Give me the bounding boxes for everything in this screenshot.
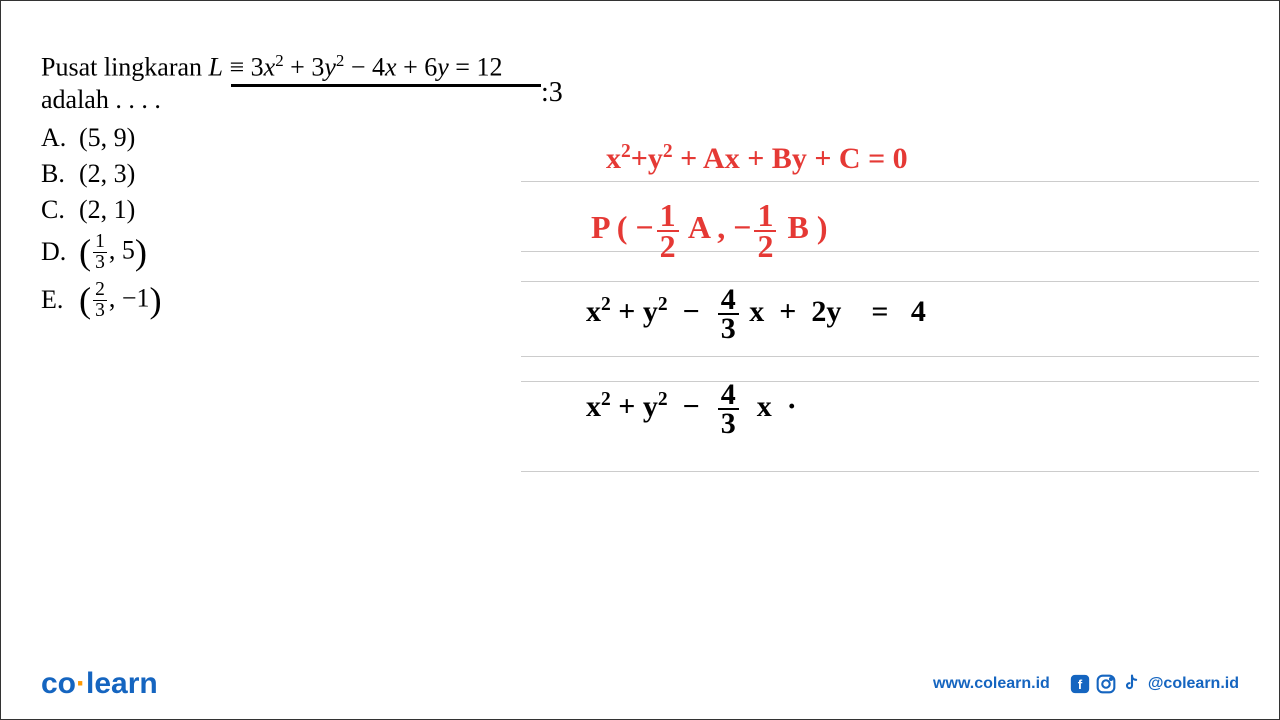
option-text: (23, −1)	[79, 279, 162, 321]
option-letter: E.	[41, 285, 79, 315]
logo: co·learn	[41, 667, 158, 701]
option-letter: B.	[41, 159, 79, 189]
handwriting-step-1: x2 + y2 − 43 x + 2y = 4	[586, 286, 926, 342]
handwriting-general-formula: x2+y2 + Ax + By + C = 0	[606, 141, 908, 176]
option-letter: D.	[41, 237, 79, 267]
option-text: (13, 5)	[79, 231, 147, 273]
option-text: (2, 3)	[79, 159, 135, 189]
option-letter: C.	[41, 195, 79, 225]
question-prefix: Pusat lingkaran	[41, 53, 209, 82]
social-handle-text: @colearn.id	[1148, 675, 1239, 693]
question-line-2: adalah . . . .	[41, 85, 1239, 115]
logo-part2: learn	[86, 667, 158, 700]
svg-text:f: f	[1078, 677, 1083, 692]
social-handles: f @colearn.id	[1070, 674, 1239, 694]
tiktok-icon	[1122, 674, 1142, 694]
option-text: (5, 9)	[79, 123, 135, 153]
facebook-icon: f	[1070, 674, 1090, 694]
question-line-1: Pusat lingkaran L ≡ 3x2 + 3y2 − 4x + 6y …	[41, 51, 1239, 83]
footer: co·learn www.colearn.id f @colearn.id	[1, 659, 1279, 719]
instagram-icon	[1096, 674, 1116, 694]
equation-underline	[231, 84, 541, 87]
logo-dot: ·	[76, 667, 86, 700]
handwriting-step-2: x2 + y2 − 43 x ·	[586, 381, 797, 437]
logo-part1: co	[41, 667, 76, 700]
footer-right: www.colearn.id f @colearn.id	[933, 674, 1239, 694]
divide-annotation: :3	[541, 77, 563, 109]
option-letter: A.	[41, 123, 79, 153]
handwriting-center-formula: P ( −12 A , −12 B )	[591, 201, 827, 261]
website-url: www.colearn.id	[933, 675, 1050, 693]
option-text: (2, 1)	[79, 195, 135, 225]
